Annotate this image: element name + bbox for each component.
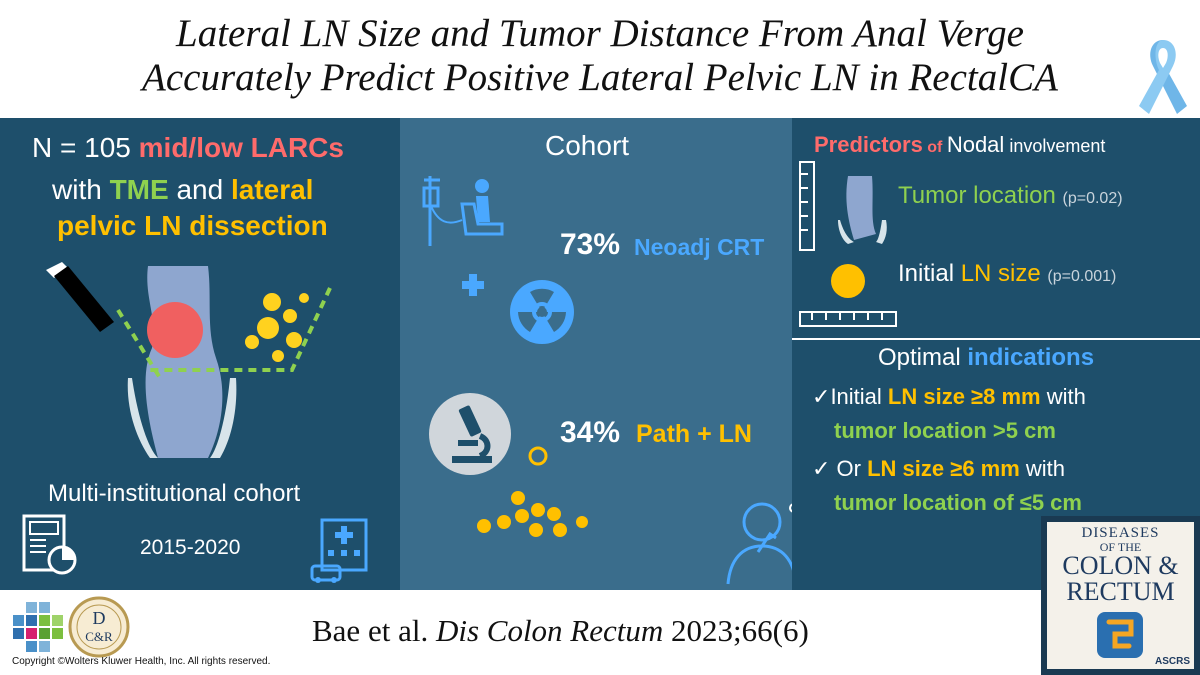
scalpel-icon xyxy=(46,262,114,332)
dcr-seal-logo: D C&R xyxy=(68,596,130,658)
ruler-rectum-icon xyxy=(799,161,887,251)
citation-journal: Dis Colon Rectum xyxy=(435,613,664,648)
with-word: with xyxy=(52,174,110,205)
path-ln-label: Path + LN xyxy=(636,420,752,448)
nodal-word: Nodal xyxy=(946,132,1005,157)
ascrs-label: ASCRS xyxy=(1154,656,1190,667)
footer xyxy=(0,590,1200,675)
awareness-ribbon-icon xyxy=(1139,40,1187,114)
and-word: and xyxy=(168,174,231,205)
wolters-kluwer-logo xyxy=(13,602,63,652)
cohort-heading: Cohort xyxy=(545,130,630,161)
predictors-heading: Predictors of Nodal involvement xyxy=(814,132,1105,158)
optimal-indications-heading: Optimal indications xyxy=(878,344,1094,372)
criterion-2-with: with xyxy=(1019,456,1066,481)
journal-line-1: DISEASES xyxy=(1081,525,1160,541)
radiation-icon xyxy=(510,280,574,344)
infusion-chair-icon xyxy=(422,176,504,246)
check-icon: ✓ xyxy=(812,456,831,481)
ln-size-text: LN size xyxy=(960,260,1041,287)
ln-size-p-value: (p=0.001) xyxy=(1047,268,1117,285)
criterion-2-tumor-location: tumor location of ≤5 cm xyxy=(834,490,1082,515)
criterion-2-line-1: ✓ Or LN size ≥6 mm with xyxy=(812,456,1065,482)
tumor-location-label: Tumor location (p=0.02) xyxy=(898,182,1123,210)
tumor-location-p-value: (p=0.02) xyxy=(1062,190,1123,207)
cohort-type-label: Multi-institutional cohort xyxy=(48,480,301,507)
population-line-2: with TME and lateral xyxy=(52,174,313,206)
path-ln-percent: 34% xyxy=(560,416,621,449)
involvement-word: involvement xyxy=(1004,136,1106,156)
section-divider xyxy=(792,338,1200,340)
citation-ref: 2023;66(6) xyxy=(663,613,809,648)
sample-size: N = 105 xyxy=(32,132,139,163)
criterion-2-ln-size: LN size ≥6 mm xyxy=(867,456,1020,481)
title-line-1: Lateral LN Size and Tumor Distance From … xyxy=(176,12,1024,55)
optimal-word: Optimal xyxy=(878,344,968,371)
horizontal-ruler-icon xyxy=(799,311,897,327)
study-years: 2015-2020 xyxy=(140,536,241,559)
plus-icon xyxy=(462,274,484,296)
ln-size-label: Initial LN size (p=0.001) xyxy=(898,260,1116,288)
colon-icon xyxy=(1097,612,1143,658)
cohort-panel: Cohort 73% Neoadj CRT 34% Path + LN xyxy=(400,118,792,590)
citation-authors: Bae et al. xyxy=(312,613,436,648)
dcr-letters-cr: C&R xyxy=(85,629,113,644)
microscope-icon xyxy=(429,393,511,475)
criterion-1-tumor-location: tumor location >5 cm xyxy=(834,418,1056,443)
criterion-1-initial: Initial xyxy=(830,384,888,409)
lymph-nodes-icon xyxy=(477,446,588,537)
neoadjuvant-crt-label: Neoadj CRT xyxy=(634,234,765,260)
citation: Bae et al. Dis Colon Rectum 2023;66(6) xyxy=(312,613,809,649)
larc-label: mid/low LARCs xyxy=(138,132,344,163)
criterion-1-with: with xyxy=(1040,384,1086,409)
criterion-1-line-1: ✓Initial LN size ≥8 mm with xyxy=(812,384,1086,410)
predictors-panel: Predictors of Nodal involvement Tumor lo… xyxy=(792,118,1200,590)
title-line-2: Accurately Predict Positive Lateral Pelv… xyxy=(142,56,1058,99)
initial-word: Initial xyxy=(898,260,961,287)
journal-line-4: RECTUM xyxy=(1066,577,1175,606)
dissection-label: pelvic LN dissection xyxy=(57,210,328,241)
copyright-text: Copyright ©Wolters Kluwer Health, Inc. A… xyxy=(12,656,271,667)
indications-word: indications xyxy=(967,344,1095,371)
anatomy-illustration xyxy=(46,262,332,458)
lateral-label: lateral xyxy=(230,174,314,205)
criterion-1-ln-size: LN size ≥8 mm xyxy=(887,384,1041,409)
tme-label: TME xyxy=(109,174,169,205)
journal-line-3: COLON & xyxy=(1062,551,1179,580)
dcr-letter-d: D xyxy=(93,608,106,628)
neoadjuvant-crt-percent: 73% xyxy=(560,228,621,261)
hospital-icon xyxy=(310,518,368,583)
predictors-word: Predictors xyxy=(814,132,923,157)
tumor-location-text: Tumor location xyxy=(898,182,1056,209)
journal-line-2: OF THE xyxy=(1099,540,1142,554)
lymph-node-circle-icon xyxy=(831,264,865,298)
population-line-1: N = 105 mid/low LARCs xyxy=(32,132,344,164)
check-icon: ✓ xyxy=(812,384,831,409)
criterion-2-or: Or xyxy=(830,456,868,481)
study-population-panel: N = 105 mid/low LARCs with TME and later… xyxy=(0,118,400,590)
title-bar: Lateral LN Size and Tumor Distance From … xyxy=(0,0,1200,118)
journal-cover: DISEASES OF THE COLON & RECTUM ASCRS xyxy=(1041,516,1200,675)
of-word: of xyxy=(922,139,947,156)
report-chart-icon xyxy=(22,514,77,575)
